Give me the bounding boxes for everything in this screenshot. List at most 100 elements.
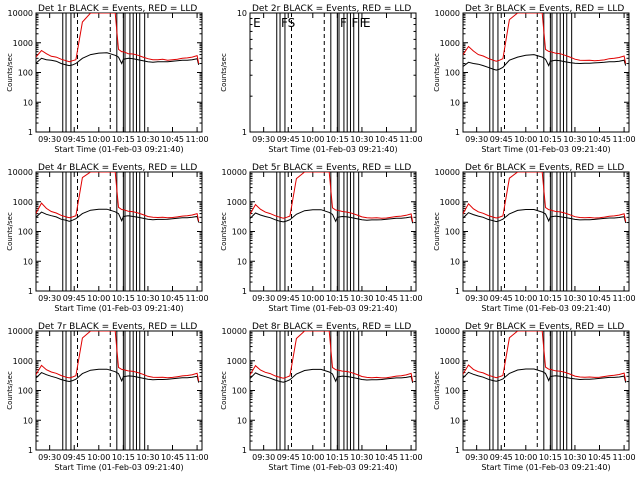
chart-panel-5: Det 5r BLACK = Events, RED = LLD 1 10 100 10… — [220, 163, 423, 313]
x-tick-label: 10:00 — [301, 135, 324, 144]
x-tick-label: 10:30 — [136, 294, 159, 303]
y-tick-label: 10 — [450, 257, 460, 266]
x-tick-label: 10:45 — [588, 453, 611, 462]
panel-title: Det 4r BLACK = Events, RED = LLD — [38, 163, 197, 173]
y-tick-label: 100 — [18, 69, 33, 78]
y-axis-label: Counts/sec — [6, 212, 14, 251]
x-tick-label: 11:00 — [400, 294, 423, 303]
x-tick-label: 10:30 — [136, 135, 159, 144]
x-axis-label: Start Time (01-Feb-03 09:21:40) — [268, 304, 397, 313]
y-tick-label: 1 — [28, 128, 33, 137]
y-tick-label: 100 — [445, 387, 460, 396]
x-axis-label: Start Time (01-Feb-03 09:21:40) — [268, 463, 397, 472]
panel-title: Det 1r BLACK = Events, RED = LLD — [38, 4, 197, 14]
y-tick-label: 1 — [455, 446, 460, 455]
x-tick-label: 10:45 — [161, 453, 184, 462]
y-tick-label: 1000 — [227, 198, 247, 207]
y-tick-label: 100 — [445, 228, 460, 237]
x-tick-label: 09:30 — [465, 453, 488, 462]
x-tick-label: 10:00 — [514, 294, 537, 303]
y-tick-label: 10 — [237, 257, 247, 266]
x-axis-label: Start Time (01-Feb-03 09:21:40) — [481, 145, 610, 154]
flag-letter: F — [351, 16, 358, 30]
x-tick-label: 10:45 — [588, 294, 611, 303]
x-tick-label: 10:45 — [375, 453, 398, 462]
lld-series-line — [463, 172, 627, 222]
x-tick-label: 10:00 — [301, 294, 324, 303]
x-tick-label: 10:00 — [301, 453, 324, 462]
panel-title: Det 8r BLACK = Events, RED = LLD — [252, 322, 411, 332]
x-tick-label: 10:45 — [588, 135, 611, 144]
y-tick-label: 1000 — [13, 198, 33, 207]
y-tick-label: 1000 — [13, 39, 33, 48]
x-tick-label: 10:15 — [326, 453, 349, 462]
y-tick-label: 1000 — [440, 39, 460, 48]
x-axis-label: Start Time (01-Feb-03 09:21:40) — [54, 145, 183, 154]
x-tick-label: 10:15 — [112, 135, 135, 144]
flag-letter: E — [363, 16, 371, 30]
x-tick-label: 11:00 — [400, 453, 423, 462]
y-tick-label: 100 — [232, 228, 247, 237]
flag-letter: S — [288, 16, 296, 30]
y-tick-label: 1000 — [227, 357, 247, 366]
y-tick-label: 10 — [450, 416, 460, 425]
y-axis-label: Counts/sec — [220, 212, 228, 251]
y-axis-label: Counts/sec — [6, 53, 14, 92]
y-tick-label: 100 — [445, 69, 460, 78]
panel-title: Det 3r BLACK = Events, RED = LLD — [465, 4, 624, 14]
y-tick-label: 10 — [23, 257, 33, 266]
y-tick-label: 100 — [18, 387, 33, 396]
x-tick-label: 09:45 — [490, 453, 513, 462]
x-tick-label: 10:30 — [563, 294, 586, 303]
y-tick-label: 1000 — [440, 357, 460, 366]
y-tick-label: 1 — [28, 446, 33, 455]
x-tick-label: 09:30 — [252, 453, 275, 462]
y-axis-label: Counts/sec — [433, 53, 441, 92]
panel-title: Det 5r BLACK = Events, RED = LLD — [252, 163, 411, 173]
y-tick-label: 1 — [242, 446, 247, 455]
y-tick-label: 1000 — [440, 198, 460, 207]
events-series-line — [36, 368, 200, 383]
lld-series-line — [463, 331, 627, 382]
x-tick-label: 10:45 — [375, 294, 398, 303]
y-tick-label: 1 — [455, 287, 460, 296]
x-tick-label: 10:15 — [539, 453, 562, 462]
y-axis-label: Counts/sec — [6, 371, 14, 410]
x-tick-label: 09:45 — [277, 135, 300, 144]
x-tick-label: 10:30 — [350, 294, 373, 303]
panel-title: Det 6r BLACK = Events, RED = LLD — [465, 163, 624, 173]
lld-series-line — [36, 331, 200, 382]
x-tick-label: 10:00 — [87, 453, 110, 462]
y-tick-label: 100 — [232, 387, 247, 396]
x-tick-label: 11:00 — [613, 453, 636, 462]
x-tick-label: 09:45 — [63, 294, 86, 303]
y-tick-label: 10000 — [435, 9, 460, 18]
y-tick-label: 10 — [23, 416, 33, 425]
x-tick-label: 10:00 — [514, 453, 537, 462]
y-axis-label: Counts/sec — [433, 212, 441, 251]
y-tick-label: 10000 — [222, 327, 247, 336]
y-axis-label: Counts/sec — [220, 371, 228, 410]
y-tick-label: 10000 — [435, 168, 460, 177]
x-tick-label: 09:45 — [277, 453, 300, 462]
chart-panel-1: Det 1r BLACK = Events, RED = LLD 1 10 100 10… — [6, 4, 209, 154]
x-tick-label: 11:00 — [400, 135, 423, 144]
y-tick-label: 10000 — [8, 327, 33, 336]
chart-panel-6: Det 6r BLACK = Events, RED = LLD 1 10 100 10… — [433, 163, 636, 313]
x-tick-label: 10:00 — [514, 135, 537, 144]
x-tick-label: 11:00 — [186, 294, 209, 303]
events-series-line — [36, 52, 200, 67]
panel-title: Det 7r BLACK = Events, RED = LLD — [38, 322, 197, 332]
chart-panel-7: Det 7r BLACK = Events, RED = LLD 1 10 100 10… — [6, 322, 209, 472]
x-axis-label: Start Time (01-Feb-03 09:21:40) — [54, 304, 183, 313]
x-tick-label: 09:30 — [465, 294, 488, 303]
x-tick-label: 09:30 — [252, 135, 275, 144]
x-tick-label: 09:45 — [63, 135, 86, 144]
plot-frame — [249, 12, 417, 133]
y-tick-label: 10 — [237, 416, 247, 425]
y-axis-label: Counts/sec — [220, 53, 228, 92]
x-tick-label: 10:30 — [563, 135, 586, 144]
x-tick-label: 10:30 — [136, 453, 159, 462]
y-axis-label: Counts/sec — [433, 371, 441, 410]
